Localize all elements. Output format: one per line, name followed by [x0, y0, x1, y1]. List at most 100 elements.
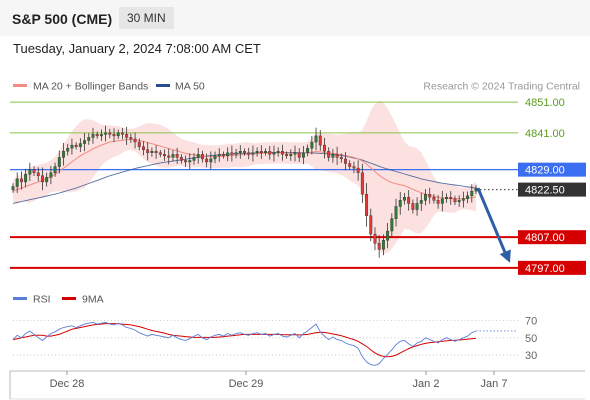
- candle: [53, 166, 57, 173]
- legend: MA 20 + Bollinger Bands MA 50 Research ©…: [13, 81, 580, 93]
- candle: [146, 149, 150, 153]
- rsi-legend-label: RSI: [33, 294, 51, 306]
- candle: [188, 160, 192, 163]
- candle: [335, 154, 339, 158]
- candle: [125, 134, 129, 138]
- candle: [32, 169, 36, 173]
- rsi-legend-swatch: [13, 297, 27, 300]
- candle: [99, 134, 103, 137]
- datetime-label: Tuesday, January 2, 2024 7:08:00 AM CET: [13, 41, 261, 56]
- candle: [280, 151, 284, 155]
- forecast-arrow-head: [499, 249, 511, 263]
- candle: [381, 240, 385, 250]
- candle: [432, 197, 436, 201]
- candle: [163, 154, 166, 157]
- candle: [19, 178, 23, 183]
- candle: [419, 200, 423, 204]
- candle: [112, 134, 116, 137]
- candle: [230, 152, 234, 155]
- rsi-legend: RSI 9MA: [13, 294, 104, 306]
- candle: [200, 154, 204, 160]
- candle: [293, 152, 297, 155]
- x-tick-label-2: Jan 2: [413, 378, 440, 390]
- candle: [259, 151, 263, 153]
- candle: [184, 160, 188, 163]
- candle: [28, 169, 32, 175]
- candle: [348, 163, 352, 167]
- candle: [394, 206, 398, 219]
- bollinger-band: [13, 100, 476, 254]
- candle: [466, 195, 470, 200]
- level-label-4: 4797.00: [525, 263, 565, 275]
- candle: [150, 151, 154, 153]
- price-levels: [10, 101, 518, 269]
- candle: [158, 152, 162, 155]
- candle: [268, 151, 272, 155]
- candle: [142, 146, 145, 150]
- candle: [339, 157, 343, 160]
- candle: [167, 155, 171, 158]
- rsi-tick-label-0: 70: [525, 316, 537, 328]
- level-label-3: 4807.00: [525, 232, 565, 244]
- candle: [276, 151, 280, 153]
- candle: [116, 132, 120, 137]
- candle: [255, 151, 259, 153]
- candle: [402, 197, 406, 201]
- candle: [440, 198, 444, 204]
- timeframe-button[interactable]: 30 MIN: [119, 7, 174, 29]
- candle: [137, 141, 141, 147]
- candle: [457, 200, 461, 203]
- candle: [356, 167, 360, 173]
- candle: [95, 134, 99, 137]
- candle: [390, 218, 394, 232]
- candle: [196, 154, 200, 158]
- ma50-legend-swatch: [156, 84, 170, 87]
- candle: [461, 198, 465, 201]
- candle: [301, 152, 305, 158]
- candles: [11, 125, 478, 258]
- candle: [175, 154, 179, 158]
- rsi-ma-legend-swatch: [62, 297, 76, 300]
- candle: [171, 154, 175, 158]
- level-label-1: 4841.00: [525, 128, 565, 140]
- candle: [15, 178, 19, 187]
- rsi-tick-label-2: 30: [525, 350, 537, 362]
- candle: [360, 172, 364, 195]
- candle: [424, 194, 427, 201]
- x-axis: Dec 28 Dec 29 Jan 2 Jan 7: [50, 371, 507, 390]
- candle: [327, 151, 331, 158]
- candle: [133, 138, 137, 143]
- candle: [289, 154, 293, 157]
- candle: [453, 198, 457, 203]
- candle: [369, 215, 373, 235]
- candle: [120, 132, 124, 135]
- candle: [62, 151, 65, 158]
- candle: [445, 197, 448, 200]
- last-price-tag: [518, 182, 586, 197]
- candle: [45, 177, 49, 183]
- candle: [154, 151, 158, 153]
- candle: [251, 152, 255, 155]
- candle: [49, 172, 53, 178]
- candle: [331, 154, 335, 158]
- candle: [415, 203, 419, 210]
- candle: [411, 203, 415, 210]
- candle: [209, 158, 213, 163]
- level-label-2: 4829.00: [525, 165, 565, 177]
- candle: [11, 186, 15, 190]
- candle: [314, 135, 318, 143]
- candle: [428, 194, 432, 198]
- candle: [297, 152, 301, 158]
- ma50-legend-label: MA 50: [175, 81, 205, 93]
- ma20-legend-swatch: [13, 84, 27, 87]
- level-tag-3: [518, 230, 586, 245]
- candle: [436, 200, 440, 204]
- copyright-label: Research © 2024 Trading Central: [423, 81, 580, 93]
- x-tick-label-1: Dec 29: [229, 378, 264, 390]
- candle: [407, 197, 411, 204]
- candle: [83, 140, 87, 144]
- candle: [129, 137, 133, 140]
- candle: [74, 144, 78, 147]
- candle: [234, 152, 238, 155]
